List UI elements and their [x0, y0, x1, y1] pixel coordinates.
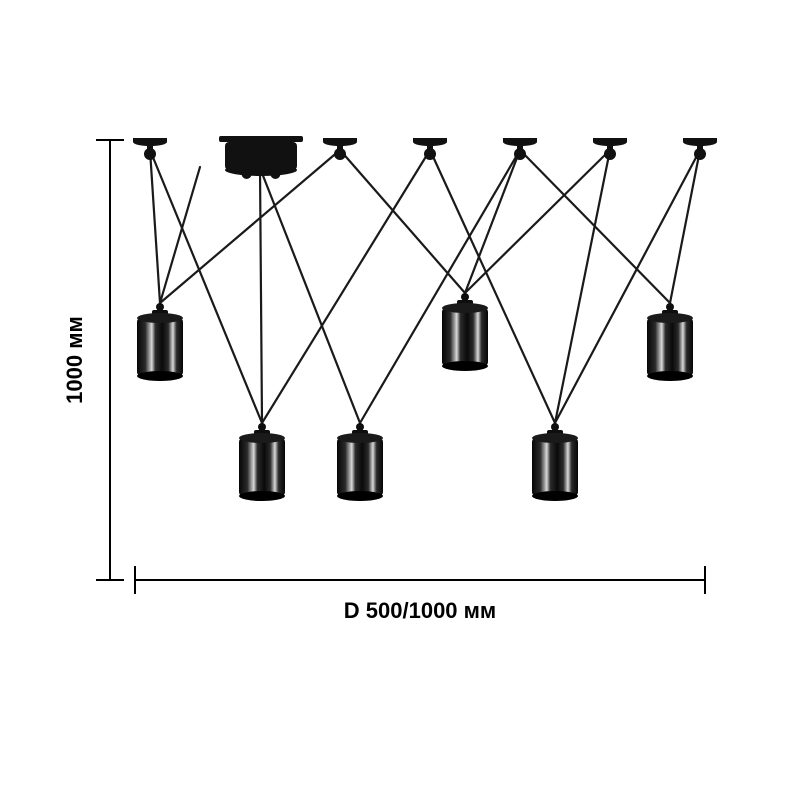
pendant-lamp	[337, 423, 383, 501]
pendant-lamp	[647, 303, 693, 381]
height-label: 1000 мм	[62, 316, 87, 404]
ceiling-canopy	[219, 136, 303, 179]
pendant-lamp	[532, 423, 578, 501]
pendant-lamp	[442, 293, 488, 371]
pendant-lamp	[239, 423, 285, 501]
width-label: D 500/1000 мм	[344, 598, 496, 623]
pendant-lamp	[137, 303, 183, 381]
canvas-bg	[0, 0, 800, 800]
